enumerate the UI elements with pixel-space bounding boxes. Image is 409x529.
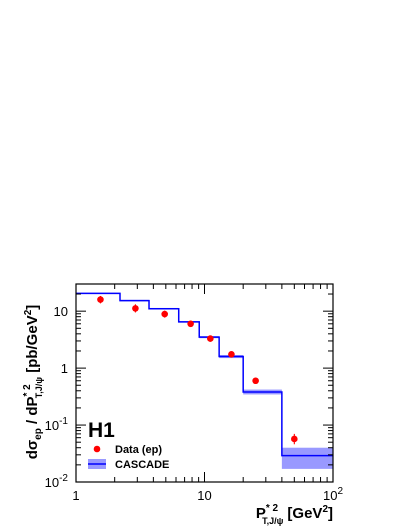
legend-data-marker: [93, 445, 101, 453]
legend: Data (ep) CASCADE: [88, 444, 169, 471]
x-tick-label: 1: [72, 488, 79, 503]
data-point: [291, 435, 298, 443]
y-tick-label: 10-1: [45, 416, 69, 433]
cascade-histogram-line: [76, 292, 333, 457]
experiment-label: H1: [88, 419, 115, 442]
data-point: [228, 350, 235, 358]
legend-cascade-label: CASCADE: [115, 459, 169, 471]
x-tick-label: 102: [323, 486, 343, 503]
cascade-band-bin: [281, 447, 333, 469]
data-point: [187, 320, 194, 328]
y-tick-label: 10-2: [45, 473, 69, 490]
x-axis-label: P* 2 T,J/ψ [GeV2]: [256, 503, 333, 526]
axis-ticks: 1 10 102 10-2 10-1 1 10: [45, 283, 343, 503]
data-points-layer: [97, 295, 298, 445]
x-tick-label: 10: [197, 488, 211, 503]
data-point: [97, 296, 104, 303]
data-point: [161, 310, 168, 318]
cascade-histogram-layer: [76, 292, 333, 457]
data-point: [207, 335, 214, 342]
y-tick-label: 10: [54, 304, 68, 319]
data-point: [252, 377, 259, 385]
y-axis-label: dσep / dP* 2T,J/ψ [pb/GeV2]: [22, 305, 44, 460]
y-tick-label: 1: [61, 361, 68, 376]
legend-data-label: Data (ep): [115, 444, 162, 456]
data-point: [132, 305, 139, 312]
